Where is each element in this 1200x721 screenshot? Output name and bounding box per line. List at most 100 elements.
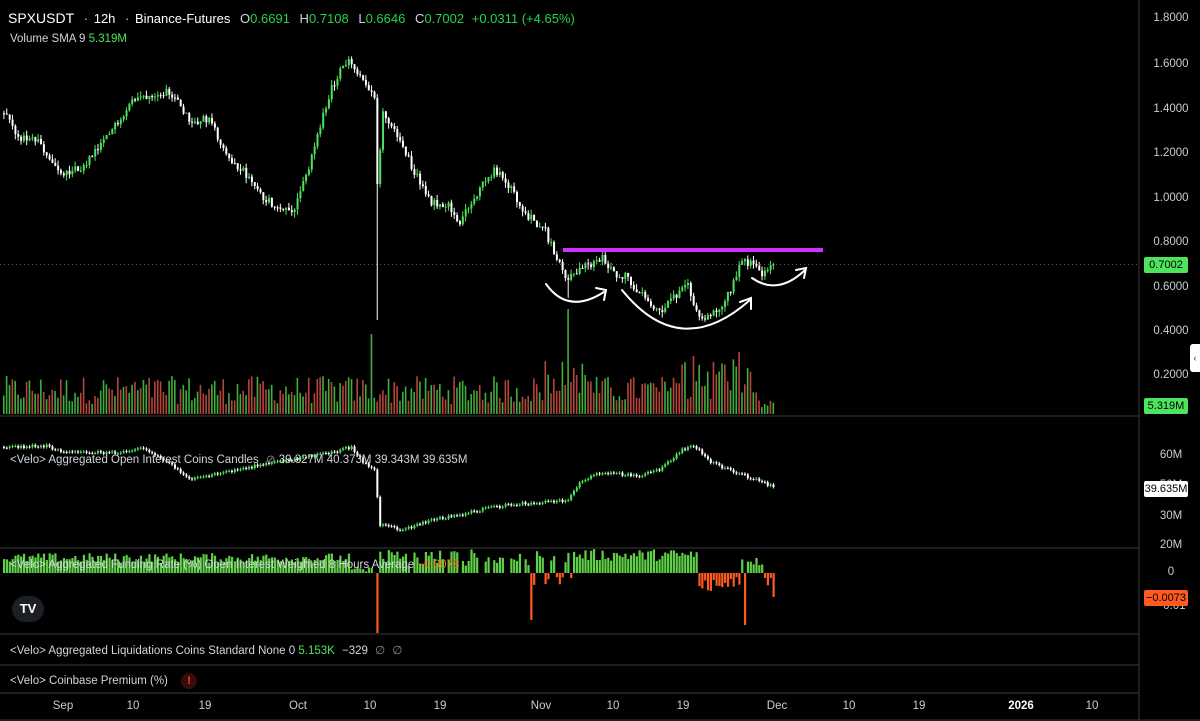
- funding-bar: [205, 554, 208, 573]
- symbol-name[interactable]: SPXUSDT: [8, 10, 75, 26]
- volume-bar: [268, 389, 270, 414]
- price-candle: [222, 144, 225, 149]
- oi-candle: [239, 469, 242, 471]
- price-candle: [575, 273, 578, 275]
- funding-bar: [467, 560, 470, 573]
- funding-bar: [701, 573, 704, 589]
- funding-bar: [367, 567, 370, 573]
- volume-bar: [667, 391, 669, 414]
- price-candle: [5, 113, 8, 115]
- oi-tick: 60M: [1159, 449, 1183, 461]
- volume-bar: [325, 390, 327, 414]
- price-candle: [396, 128, 399, 137]
- funding-bar: [658, 559, 661, 573]
- volume-bar: [706, 371, 709, 414]
- oi-candle: [433, 519, 436, 521]
- oi-candle: [763, 481, 766, 483]
- liq-legend[interactable]: <Velo> Aggregated Liquidations Coins Sta…: [10, 643, 402, 657]
- funding-bar: [681, 552, 684, 573]
- oi-candle: [573, 490, 575, 495]
- volume-bar: [575, 375, 578, 414]
- oi-candle: [60, 449, 62, 452]
- oi-candle: [165, 460, 168, 462]
- volume-bar: [350, 379, 353, 414]
- oi-legend[interactable]: <Velo> Aggregated Open Interest Coins Ca…: [10, 452, 467, 466]
- volume-bar: [758, 400, 760, 414]
- price-candle: [726, 291, 729, 302]
- funding-bar: [102, 560, 105, 573]
- price-candle: [664, 307, 667, 312]
- price-candle: [105, 134, 108, 140]
- funding-bar: [732, 573, 735, 587]
- funding-bar: [709, 573, 712, 591]
- oi-candle: [356, 452, 359, 456]
- oi-candle: [105, 452, 108, 454]
- funding-bar: [174, 559, 177, 573]
- hidden-eye-icon[interactable]: ⊘: [265, 454, 276, 466]
- oi-candle: [553, 500, 556, 503]
- funding-legend[interactable]: <Velo> Aggregated Funding Rate (%) Open …: [10, 559, 459, 571]
- price-candle: [330, 85, 333, 100]
- oi-candle: [119, 452, 122, 454]
- oi-candle: [481, 508, 484, 512]
- oi-candle: [139, 447, 142, 449]
- oi-candle: [521, 502, 524, 505]
- warning-icon[interactable]: !: [181, 673, 198, 689]
- funding-tick: 0: [1167, 566, 1175, 578]
- price-candle: [34, 137, 37, 142]
- volume-bar: [339, 383, 341, 414]
- funding-bar: [407, 566, 410, 573]
- price-candle: [621, 277, 624, 279]
- funding-bar: [749, 561, 752, 573]
- volume-bar: [459, 381, 461, 414]
- high-label: H: [299, 11, 309, 26]
- oi-candle: [94, 453, 97, 455]
- funding-bar: [199, 557, 202, 573]
- premium-legend[interactable]: <Velo> Coinbase Premium (%) !: [10, 673, 198, 689]
- volume-bar: [34, 393, 36, 414]
- volume-bar: [336, 401, 339, 414]
- tradingview-logo[interactable]: TV: [12, 596, 44, 622]
- oi-candle: [191, 478, 194, 480]
- price-candle: [761, 270, 764, 277]
- volume-bar: [658, 391, 661, 414]
- price-tick: 0.4000: [1153, 325, 1189, 337]
- funding-bar: [516, 561, 519, 573]
- oi-candle: [370, 466, 373, 468]
- oi-candle: [524, 502, 527, 505]
- low-value: 0.6646: [365, 11, 406, 26]
- volume-bar: [453, 376, 455, 414]
- price-candle: [450, 202, 453, 213]
- price-candle: [624, 272, 627, 279]
- price-tick: 1.6000: [1153, 58, 1189, 70]
- funding-bar: [510, 558, 513, 573]
- price-candle: [427, 194, 430, 197]
- funding-bar: [766, 573, 769, 586]
- collapse-handle[interactable]: ‹: [1190, 344, 1200, 372]
- oi-candle: [205, 475, 208, 477]
- price-candle: [521, 205, 524, 212]
- funding-bar: [122, 556, 125, 573]
- funding-bar: [635, 556, 638, 573]
- oi-candle: [484, 507, 487, 509]
- volume-bar: [664, 381, 666, 414]
- price-candle: [555, 254, 558, 260]
- oi-candle: [592, 475, 595, 477]
- price-candle: [94, 149, 97, 157]
- oi-candle: [533, 502, 536, 504]
- funding-bar: [724, 573, 727, 583]
- price-candle: [453, 212, 456, 216]
- price-candle: [40, 139, 43, 145]
- timeframe[interactable]: 12h: [93, 11, 116, 26]
- price-candle: [507, 182, 510, 189]
- oi-candle: [265, 462, 268, 465]
- funding-bar: [302, 557, 305, 573]
- funding-bar: [424, 551, 427, 573]
- volume-bar: [384, 394, 387, 414]
- volume-bar: [82, 377, 85, 414]
- funding-bar: [148, 554, 151, 573]
- price-candle: [71, 170, 74, 175]
- volume-legend[interactable]: Volume SMA 9 5.319M: [10, 33, 127, 45]
- funding-bar: [293, 562, 296, 573]
